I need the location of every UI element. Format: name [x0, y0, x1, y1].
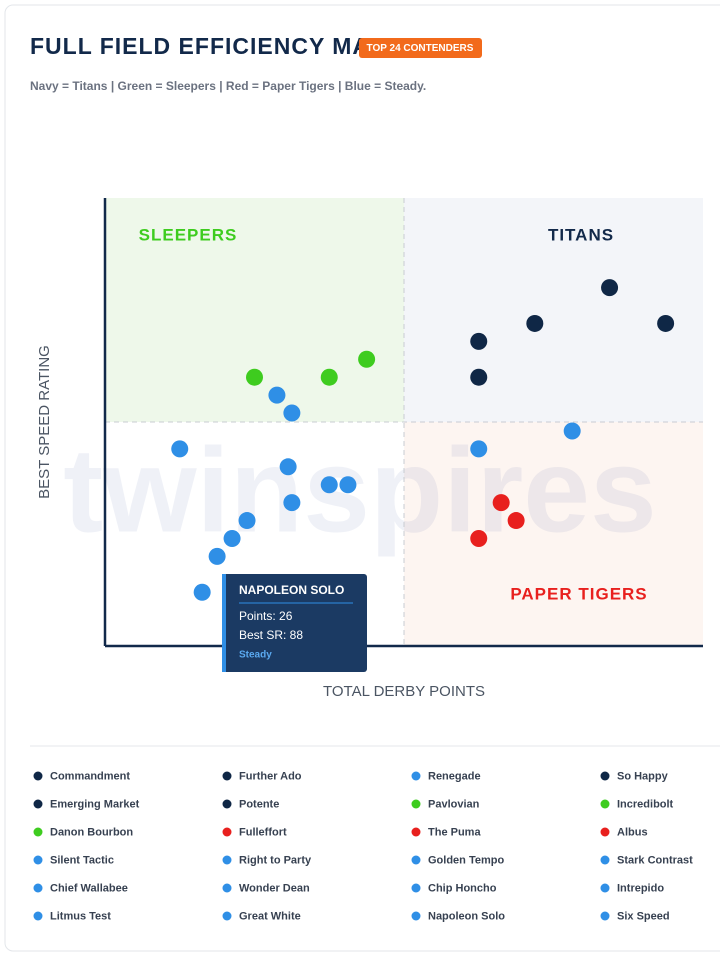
legend-label: Silent Tactic	[50, 854, 114, 866]
point	[320, 368, 338, 386]
point	[657, 314, 675, 332]
legend-label: Six Speed	[617, 910, 670, 922]
legend-marker	[222, 771, 232, 781]
tooltip-tag: Steady	[239, 650, 272, 661]
legend-label: Emerging Market	[50, 798, 140, 810]
point	[283, 404, 301, 422]
watermark: twinspires	[63, 424, 657, 558]
point	[320, 476, 338, 494]
point	[601, 279, 619, 297]
quadrant-paper-tigers	[404, 422, 703, 646]
quadrant-titans	[404, 198, 703, 422]
legend-marker	[411, 883, 421, 893]
quadrant-label: PAPER TIGERS	[510, 584, 647, 603]
legend-marker	[33, 911, 43, 921]
point	[279, 458, 297, 476]
badge-bg	[359, 38, 482, 58]
point	[470, 529, 488, 547]
tooltip-bg	[222, 574, 367, 672]
tooltip-line: Best SR: 88	[239, 628, 303, 642]
legend-label: Napoleon Solo	[428, 910, 505, 922]
subtitle: Navy = Titans | Green = Sleepers | Red =…	[30, 79, 426, 93]
legend-label: So Happy	[617, 770, 669, 782]
point	[507, 512, 525, 530]
legend-marker	[33, 771, 43, 781]
tooltip-accent	[222, 574, 226, 672]
point	[246, 368, 263, 386]
point	[283, 494, 301, 512]
legend-marker	[600, 799, 610, 809]
legend-marker	[222, 911, 232, 921]
legend-label: Danon Bourbon	[50, 826, 133, 838]
legend-marker	[600, 827, 610, 837]
legend-marker	[600, 883, 610, 893]
legend-marker	[33, 883, 43, 893]
point	[526, 314, 544, 332]
legend-label: Potente	[239, 798, 279, 810]
legend-marker	[33, 855, 43, 865]
point	[492, 494, 510, 512]
legend-label: Further Ado	[239, 770, 302, 782]
legend-marker	[600, 771, 610, 781]
legend-marker	[411, 827, 421, 837]
point	[358, 350, 376, 368]
legend-marker	[222, 799, 232, 809]
legend-marker	[222, 855, 232, 865]
legend-label: Golden Tempo	[428, 854, 504, 866]
legend-label: Intrepido	[617, 882, 664, 894]
legend-label: Right to Party	[239, 854, 312, 866]
badge: TOP 24 CONTENDERS	[367, 43, 474, 54]
point	[223, 529, 241, 547]
legend-marker	[600, 855, 610, 865]
x-axis-label: TOTAL DERBY POINTS	[323, 683, 485, 700]
legend-marker	[411, 855, 421, 865]
point	[470, 440, 488, 458]
legend-marker	[33, 799, 43, 809]
quadrant-label: SLEEPERS	[139, 225, 238, 244]
legend-marker	[411, 771, 421, 781]
point	[238, 512, 256, 530]
legend-marker	[411, 799, 421, 809]
point	[193, 583, 211, 601]
legend-label: Commandment	[50, 770, 130, 782]
point	[268, 386, 286, 404]
legend-label: Fulleffort	[239, 826, 287, 838]
legend-label: Wonder Dean	[239, 882, 310, 894]
point	[563, 422, 581, 440]
legend-label: Stark Contrast	[617, 854, 693, 866]
legend-label: Incredibolt	[617, 798, 674, 810]
legend-label: Litmus Test	[50, 910, 111, 922]
legend-marker	[33, 827, 43, 837]
point	[339, 476, 357, 494]
legend-marker	[411, 911, 421, 921]
point	[470, 332, 488, 350]
point	[208, 547, 226, 565]
legend-marker	[222, 827, 232, 837]
tooltip-line: Points: 26	[239, 609, 293, 623]
tooltip-title: NAPOLEON SOLO	[239, 583, 344, 597]
legend-label: Chip Honcho	[428, 882, 497, 894]
legend-label: Renegade	[428, 770, 481, 782]
point	[171, 440, 189, 458]
quadrant-label: TITANS	[548, 225, 614, 244]
legend-label: Chief Wallabee	[50, 882, 128, 894]
legend-label: Albus	[617, 826, 648, 838]
legend-label: Pavlovian	[428, 798, 480, 810]
point	[470, 368, 488, 386]
chart-title: FULL FIELD EFFICIENCY MATRIX	[30, 33, 425, 59]
y-axis-label: BEST SPEED RATING	[36, 345, 53, 499]
legend-label: Great White	[239, 910, 301, 922]
legend-marker	[600, 911, 610, 921]
legend-label: The Puma	[428, 826, 481, 838]
legend-marker	[222, 883, 232, 893]
